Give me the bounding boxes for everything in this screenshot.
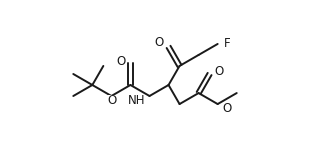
Text: O: O — [154, 36, 164, 49]
Text: NH: NH — [128, 95, 146, 107]
Text: O: O — [108, 95, 117, 107]
Text: O: O — [223, 102, 232, 115]
Text: O: O — [116, 54, 125, 67]
Text: F: F — [224, 37, 230, 50]
Text: O: O — [215, 65, 224, 78]
